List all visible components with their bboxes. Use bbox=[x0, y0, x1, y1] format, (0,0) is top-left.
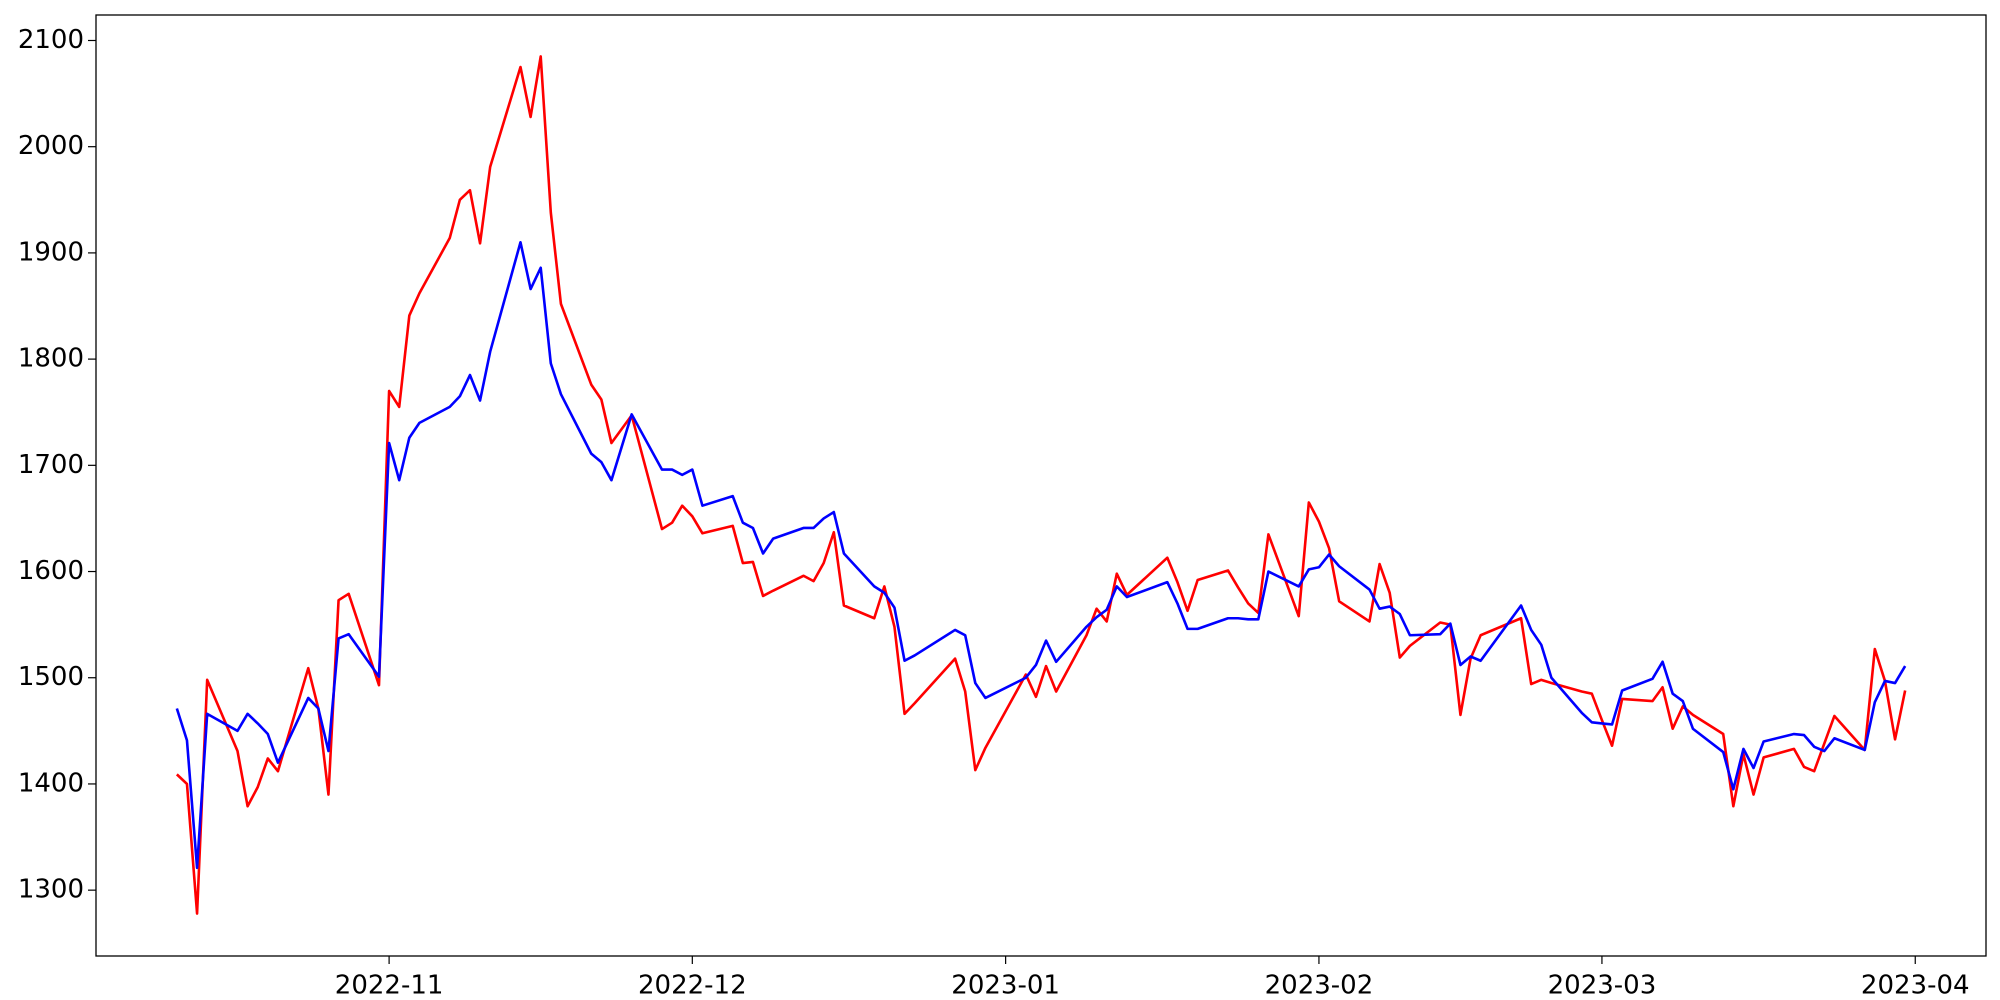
y-tick-label: 1800 bbox=[18, 344, 84, 374]
y-tick-label: 2000 bbox=[18, 131, 84, 161]
y-tick-label: 1300 bbox=[18, 875, 84, 905]
x-tick-label: 2023-03 bbox=[1548, 971, 1657, 1000]
y-tick-label: 1400 bbox=[18, 768, 84, 798]
x-tick-label: 2023-02 bbox=[1265, 971, 1374, 1000]
x-tick-label: 2023-01 bbox=[951, 971, 1060, 1000]
y-tick-label: 2100 bbox=[18, 25, 84, 55]
x-tick-label: 2023-04 bbox=[1861, 971, 1970, 1000]
line-series bbox=[175, 240, 1907, 870]
y-tick-label: 1500 bbox=[18, 662, 84, 692]
line-series bbox=[175, 55, 1907, 915]
y-tick-label: 1600 bbox=[18, 556, 84, 586]
y-tick-label: 1700 bbox=[18, 450, 84, 480]
plot-frame bbox=[95, 14, 1987, 957]
x-tick-label: 2022-12 bbox=[638, 971, 747, 1000]
x-tick-label: 2022-11 bbox=[335, 971, 444, 1000]
y-tick-label: 1900 bbox=[18, 237, 84, 267]
